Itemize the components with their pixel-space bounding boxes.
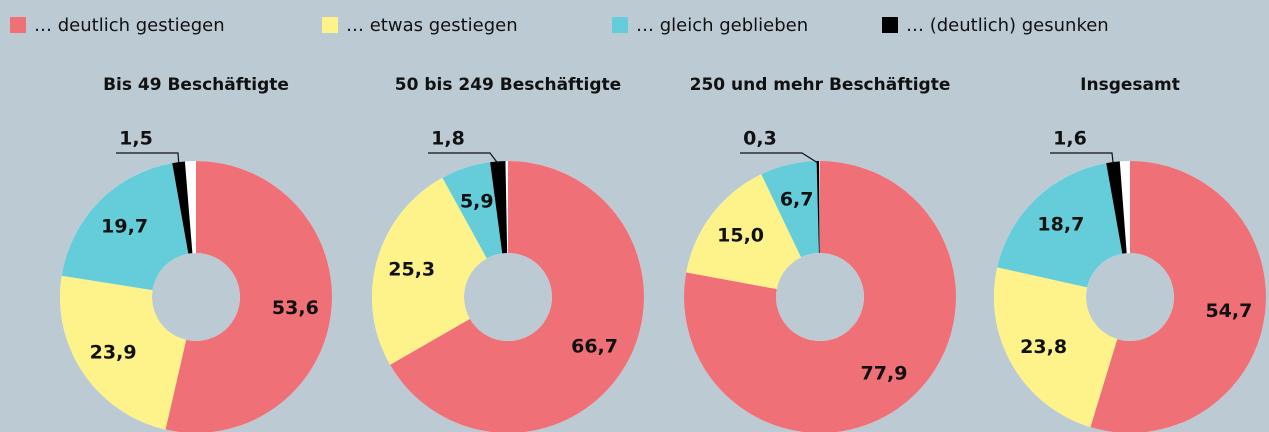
legend-label: … etwas gestiegen xyxy=(346,15,518,36)
value-label: 6,7 xyxy=(780,188,814,210)
value-label: 15,0 xyxy=(717,225,764,247)
leader-line xyxy=(1050,152,1114,165)
value-label: 1,5 xyxy=(119,128,153,150)
chart-title: 50 bis 249 Beschäftigte xyxy=(395,75,621,95)
value-label: 1,6 xyxy=(1053,128,1087,150)
donut-slice xyxy=(172,161,193,254)
donut-slice xyxy=(1090,161,1266,432)
value-label: 54,7 xyxy=(1205,300,1252,322)
chart-title: 250 und mehr Beschäftigte xyxy=(690,75,951,95)
value-label: 66,7 xyxy=(571,336,618,358)
donut-slice xyxy=(390,161,644,432)
value-label: 23,8 xyxy=(1020,336,1067,358)
legend-swatch xyxy=(612,17,628,33)
value-label: 19,7 xyxy=(101,215,148,237)
legend-label: … deutlich gestiegen xyxy=(34,15,225,36)
donut-slice xyxy=(684,161,956,432)
value-label: 5,9 xyxy=(460,190,494,212)
legend-swatch xyxy=(10,17,26,33)
value-label: 18,7 xyxy=(1037,213,1084,235)
legend-swatch xyxy=(322,17,338,33)
chart-title: Bis 49 Beschäftigte xyxy=(103,75,289,95)
donut-slice xyxy=(816,161,820,254)
legend-swatch xyxy=(882,17,898,33)
value-label: 1,8 xyxy=(431,128,465,150)
leader-line xyxy=(116,152,180,165)
chart-title: Insgesamt xyxy=(1080,75,1180,95)
donut-slice xyxy=(686,174,802,290)
value-label: 0,3 xyxy=(743,128,777,150)
value-label: 25,3 xyxy=(388,259,435,281)
donut-slice xyxy=(490,161,508,254)
donut-slice xyxy=(442,162,503,259)
legend-label: … (deutlich) gesunken xyxy=(906,15,1109,36)
legend-label: … gleich geblieben xyxy=(636,15,808,36)
donut-slice xyxy=(165,161,332,432)
value-label: 77,9 xyxy=(861,362,908,384)
leader-line xyxy=(740,152,819,164)
value-label: 53,6 xyxy=(272,297,319,319)
donut-slice xyxy=(994,267,1118,428)
donut-slice xyxy=(60,275,187,430)
donut-slice xyxy=(1106,161,1127,254)
donut-slice xyxy=(61,163,189,291)
value-label: 23,9 xyxy=(90,341,137,363)
leader-line xyxy=(428,152,499,164)
donut-slice xyxy=(997,163,1123,288)
donut-slice xyxy=(761,161,819,258)
donut-slice xyxy=(372,177,487,365)
